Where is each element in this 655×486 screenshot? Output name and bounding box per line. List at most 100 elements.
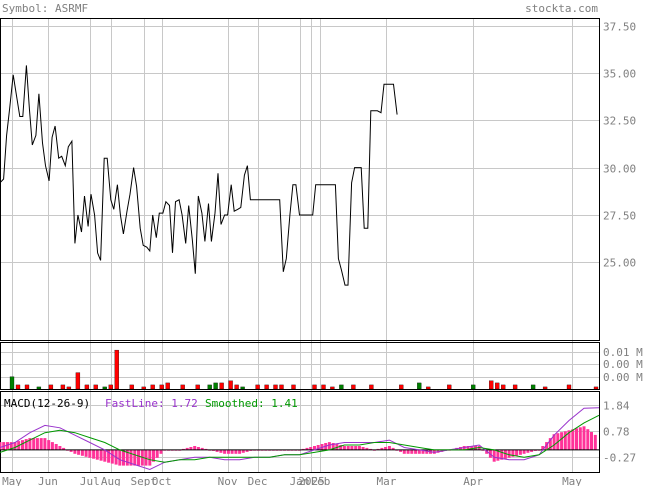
price-tick-label: 25.00 [603, 257, 636, 270]
macd-histogram-bar [84, 449, 88, 457]
macd-histogram-bar [567, 430, 571, 450]
macd-histogram-bar [414, 449, 418, 454]
macd-histogram-bar [103, 449, 107, 462]
volume-bar [114, 349, 119, 390]
macd-tick-label: -0.27 [603, 452, 636, 465]
macd-histogram-bar [62, 447, 66, 450]
macd-histogram-bar [88, 449, 92, 458]
macd-histogram-bar [530, 449, 534, 452]
volume-bar [15, 384, 21, 390]
volume-panel-frame [0, 342, 600, 390]
macd-histogram-bar [0, 442, 2, 450]
macd-histogram-bar [189, 447, 193, 450]
volume-bar [417, 382, 422, 390]
macd-histogram-bar [586, 429, 590, 450]
macd-histogram-bar [399, 449, 403, 452]
macd-histogram-bar [507, 449, 511, 458]
macd-histogram-bar [226, 449, 230, 454]
macd-histogram-bar [137, 449, 140, 466]
macd-histogram-bar [593, 434, 597, 450]
volume-bar [255, 384, 260, 390]
macd-histogram-bar [485, 449, 489, 454]
macd-histogram-bar [410, 449, 414, 454]
volume-bar [234, 384, 239, 390]
month-tick-label: Mar [376, 475, 396, 486]
macd-histogram-bar [54, 444, 58, 450]
macd-histogram-bar [215, 449, 219, 452]
volume-bar [240, 386, 245, 390]
volume-bar [495, 382, 500, 390]
macd-histogram-bar [466, 446, 470, 450]
volume-bar [566, 384, 572, 390]
price-tick-label: 37.50 [603, 21, 636, 34]
symbol-label: Symbol: ASRMF [2, 2, 88, 15]
macd-histogram-bar [548, 438, 552, 450]
macd-histogram-bar [590, 432, 593, 450]
volume-bar [9, 376, 15, 390]
macd-histogram-bar [9, 442, 13, 450]
price-tick-label: 30.00 [603, 163, 636, 176]
macd-histogram-bar [563, 431, 567, 450]
macd-histogram-bar [181, 448, 185, 450]
volume-bar [207, 384, 212, 390]
macd-histogram-bar [200, 447, 204, 450]
macd-histogram-bar [69, 449, 73, 452]
macd-histogram-bar [110, 449, 114, 464]
month-tick-label: Jun [38, 475, 58, 486]
volume-bar [339, 384, 344, 390]
volume-bar [129, 384, 134, 390]
month-tick-label: Apr [463, 475, 483, 486]
volume-bar [141, 386, 146, 390]
macd-histogram-bar [339, 445, 343, 450]
volume-bar [36, 386, 42, 390]
macd-histogram-bar [384, 447, 388, 450]
macd-histogram-bar [245, 449, 249, 452]
volume-bar [330, 386, 335, 390]
volume-tick-label: 0.00 M [603, 358, 643, 371]
volume-bar [180, 384, 185, 390]
volume-bar [530, 384, 536, 390]
macd-histogram-bar [305, 447, 309, 450]
month-tick-label: Oct [152, 475, 172, 486]
macd-histogram-bar [80, 449, 84, 456]
price-tick-label: 35.00 [603, 68, 636, 81]
macd-histogram-bar [155, 449, 159, 458]
volume-bar [264, 384, 269, 390]
volume-bar [321, 384, 326, 390]
macd-histogram-bar [346, 446, 350, 450]
macd-histogram-bar [133, 449, 137, 466]
volume-bar [219, 382, 224, 390]
macd-histogram-bar [342, 446, 346, 450]
macd-histogram-bar [107, 449, 111, 463]
month-tick-label: Jul [80, 475, 100, 486]
macd-histogram-bar [58, 446, 62, 450]
macd-histogram-bar [43, 438, 47, 450]
macd-histogram-bar [24, 439, 28, 450]
month-tick-label: Feb [311, 475, 331, 486]
volume-tick-label: 0.00 M [603, 371, 643, 384]
macd-histogram-bar [196, 447, 200, 450]
macd-histogram-bar [50, 442, 54, 450]
macd-histogram-bar [129, 449, 133, 466]
volume-bar [512, 384, 518, 390]
macd-histogram-bar [313, 446, 316, 450]
macd-histogram-bar [541, 446, 545, 450]
macd-histogram-bar [73, 449, 77, 454]
macd-smoothed-line [0, 414, 600, 463]
month-tick-label: 2025 [298, 475, 325, 486]
macd-histogram-bar [238, 449, 242, 454]
macd-legend-smoothed: Smoothed: 1.41 [205, 397, 298, 410]
macd-histogram-bar [47, 440, 51, 450]
macd-histogram-bar [144, 449, 148, 466]
macd-histogram-bar [571, 429, 575, 450]
volume-bar [66, 386, 72, 390]
month-tick-label: May [2, 475, 22, 486]
macd-histogram-bar [421, 449, 425, 454]
volume-bar [351, 384, 356, 390]
macd-histogram-bar [39, 438, 43, 450]
macd-histogram-bar [350, 446, 354, 450]
volume-bar [228, 380, 233, 390]
macd-histogram-bar [122, 449, 125, 466]
macd-legend-fastline: FastLine: 1.72 [105, 397, 198, 410]
macd-histogram-bar [159, 449, 163, 454]
